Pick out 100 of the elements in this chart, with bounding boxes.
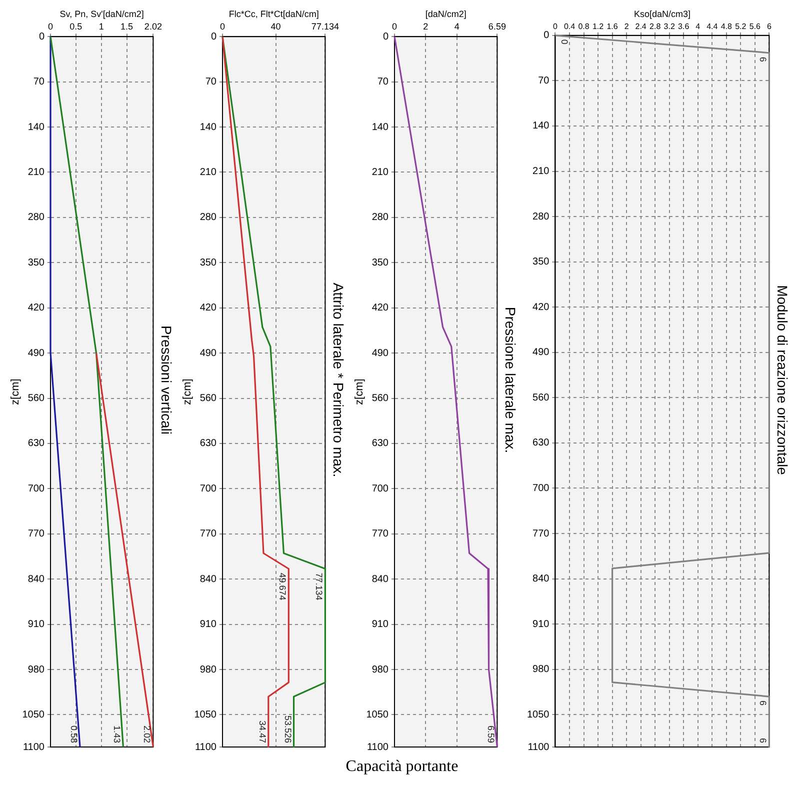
- y-tick-label: 280: [28, 212, 45, 224]
- y-tick-label: 1100: [194, 742, 217, 753]
- y-tick-label: 490: [200, 348, 217, 359]
- y-tick-label: 350: [28, 257, 45, 268]
- y-tick-label: 980: [200, 664, 217, 676]
- x-tick-label: 4: [696, 22, 701, 31]
- x-axis-title: Flc*Cc, Flt*Ct[daN/cm]: [228, 8, 319, 19]
- y-tick-label: 630: [532, 438, 550, 449]
- y-tick-label: 420: [532, 302, 550, 313]
- y-tick-label: 700: [200, 483, 217, 494]
- y-tick-label: 980: [28, 664, 45, 676]
- y-tick-label: 210: [200, 166, 217, 178]
- x-tick-label: 77.134: [311, 22, 339, 32]
- y-tick-label: 910: [372, 619, 389, 630]
- y-tick-label: 420: [372, 302, 389, 314]
- y-tick-label: 1100: [22, 742, 45, 753]
- x-tick-label: 2.8: [650, 22, 662, 31]
- x-tick-label: 2.4: [635, 22, 647, 31]
- y-tick-label: 210: [372, 166, 389, 178]
- y-axis-title: z[cm]: [182, 378, 194, 405]
- data-label: 77.134: [314, 572, 324, 600]
- x-tick-label: 5.2: [735, 22, 747, 31]
- y-tick-label: 210: [532, 166, 550, 177]
- y-tick-label: 560: [200, 393, 217, 404]
- y-tick-label: 1050: [194, 709, 217, 720]
- data-label: 2.02: [142, 725, 152, 744]
- y-tick-label: 770: [28, 528, 45, 540]
- y-tick-label: 140: [372, 122, 389, 133]
- y-tick-label: 280: [532, 211, 550, 222]
- text: Modulo di reazione orizzontale: [774, 285, 791, 476]
- y-tick-label: 770: [372, 528, 389, 540]
- y-tick-label: 490: [28, 348, 45, 359]
- text: Attrito laterale * Perimetro max.: [330, 282, 347, 478]
- x-tick-label: 1.5: [120, 22, 134, 32]
- data-label: 0.58: [69, 725, 80, 744]
- y-tick-label: 910: [28, 619, 45, 630]
- y-tick-label: 70: [33, 76, 45, 88]
- x-tick-label: 40: [270, 22, 281, 32]
- y-tick-label: 420: [28, 302, 45, 314]
- y-tick-label: 1100: [528, 742, 550, 753]
- data-label: 34.47: [257, 720, 268, 744]
- x-tick-label: 0: [220, 22, 226, 32]
- x-tick-label: 6.59: [488, 22, 506, 32]
- data-label: 53.526: [282, 715, 293, 744]
- y-tick-label: 840: [372, 574, 389, 585]
- x-tick-label: 3.6: [678, 22, 690, 31]
- y-tick-label: 630: [372, 438, 389, 450]
- text: Pressione laterale max.: [502, 306, 519, 454]
- y-tick-label: 350: [372, 257, 389, 268]
- y-tick-label: 0: [210, 31, 217, 42]
- y-tick-label: 350: [200, 257, 217, 268]
- y-tick-label: 910: [200, 619, 217, 630]
- x-tick-label: 4.4: [706, 22, 718, 31]
- y-tick-label: 560: [372, 393, 389, 404]
- text: Pressioni verticali: [158, 326, 175, 434]
- x-tick-label: 0.4: [564, 22, 576, 31]
- y-tick-label: 910: [532, 618, 550, 630]
- y-tick-label: 280: [372, 212, 389, 224]
- x-tick-label: 5.6: [749, 22, 762, 31]
- data-label: 6: [758, 700, 768, 706]
- x-tick-label: 1: [98, 22, 104, 32]
- y-tick-label: 1050: [22, 709, 45, 720]
- data-label: 49.674: [278, 572, 288, 600]
- y-tick-label: 140: [28, 122, 45, 133]
- x-tick-label: 1.6: [606, 22, 618, 31]
- x-tick-label: 0.8: [578, 22, 590, 31]
- y-tick-label: 140: [200, 122, 217, 133]
- y-tick-label: 770: [200, 528, 217, 540]
- y-tick-label: 0: [544, 30, 550, 42]
- y-tick-label: 1100: [366, 742, 389, 753]
- y-tick-label: 700: [372, 483, 389, 494]
- y-tick-label: 1050: [526, 709, 550, 720]
- data-label: 6: [758, 738, 768, 744]
- x-tick-label: 4: [454, 22, 460, 32]
- y-tick-label: 840: [28, 574, 45, 585]
- y-tick-label: 700: [28, 483, 45, 494]
- y-tick-label: 770: [532, 528, 550, 540]
- y-tick-label: 70: [538, 75, 550, 86]
- y-tick-label: 840: [200, 574, 217, 585]
- y-axis-title: z[cm]: [354, 378, 366, 405]
- x-tick-label: 2.02: [144, 22, 162, 32]
- x-tick-label: 2: [624, 22, 630, 31]
- y-axis-title: z[cm]: [10, 378, 22, 405]
- y-tick-label: 350: [532, 256, 550, 268]
- x-tick-label: 0: [553, 22, 558, 31]
- y-tick-label: 0: [382, 31, 389, 42]
- x-tick-label: 2: [423, 22, 428, 32]
- x-tick-label: 0.5: [70, 22, 82, 32]
- y-tick-label: 140: [532, 120, 550, 132]
- text: Capacità portante: [344, 758, 460, 776]
- y-tick-label: 280: [200, 212, 217, 224]
- x-axis-title: Kso[daN/cm3]: [634, 8, 690, 19]
- x-tick-label: 6: [766, 22, 772, 31]
- y-tick-label: 490: [532, 347, 550, 358]
- y-tick-label: 560: [532, 392, 550, 404]
- y-tick-label: 980: [532, 664, 550, 676]
- y-tick-label: 630: [28, 438, 45, 450]
- x-axis-title: [daN/cm2]: [425, 8, 466, 19]
- data-label: 6.59: [486, 725, 496, 744]
- y-tick-label: 1050: [366, 709, 389, 720]
